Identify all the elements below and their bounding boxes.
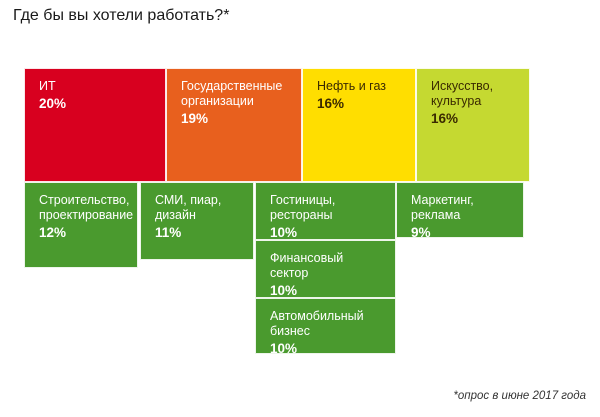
tile-hotels-restaurants-value: 10% bbox=[270, 225, 298, 240]
tile-automotive-value: 10% bbox=[270, 341, 298, 356]
tile-finance: Финансовый сектор 10% bbox=[255, 240, 396, 298]
tile-it-label: ИТ bbox=[39, 79, 56, 93]
tile-it-value: 20% bbox=[39, 96, 67, 111]
tile-hotels-restaurants: Гостиницы, рестораны 10% bbox=[255, 182, 396, 240]
tile-marketing-value: 9% bbox=[411, 225, 431, 240]
tile-marketing-label: Маркетинг, реклама bbox=[411, 193, 474, 222]
footnote: *опрос в июне 2017 года bbox=[453, 390, 586, 402]
tile-finance-label: Финансовый сектор bbox=[270, 251, 344, 280]
tile-arts-culture-value: 16% bbox=[431, 111, 459, 126]
tile-oil-gas-value: 16% bbox=[317, 96, 345, 111]
tile-government: Государственные организации 19% bbox=[166, 68, 302, 182]
tile-arts-culture: Искусство, культура 16% bbox=[416, 68, 530, 182]
tile-media-pr-design-value: 11% bbox=[155, 225, 182, 240]
tile-construction: Строительство, проектирование 12% bbox=[24, 182, 138, 268]
tile-construction-label: Строительство, проектирование bbox=[39, 193, 134, 222]
tile-oil-gas: Нефть и газ 16% bbox=[302, 68, 416, 182]
tile-media-pr-design-label: СМИ, пиар, дизайн bbox=[155, 193, 222, 222]
tile-finance-value: 10% bbox=[270, 283, 298, 298]
tile-hotels-restaurants-label: Гостиницы, рестораны bbox=[270, 193, 336, 222]
tile-arts-culture-label: Искусство, культура bbox=[431, 79, 494, 108]
tile-oil-gas-label: Нефть и газ bbox=[317, 79, 386, 93]
tile-it: ИТ 20% bbox=[24, 68, 166, 182]
tile-government-value: 19% bbox=[181, 111, 209, 126]
tile-media-pr-design: СМИ, пиар, дизайн 11% bbox=[140, 182, 254, 260]
tile-government-label: Государственные организации bbox=[181, 79, 283, 108]
tile-construction-value: 12% bbox=[39, 225, 67, 240]
tile-automotive: Автомобильный бизнес 10% bbox=[255, 298, 396, 356]
chart-title: Где бы вы хотели работать?* bbox=[13, 7, 230, 24]
tile-automotive-label: Автомобильный бизнес bbox=[270, 309, 364, 338]
tile-marketing: Маркетинг, реклама 9% bbox=[396, 182, 524, 240]
